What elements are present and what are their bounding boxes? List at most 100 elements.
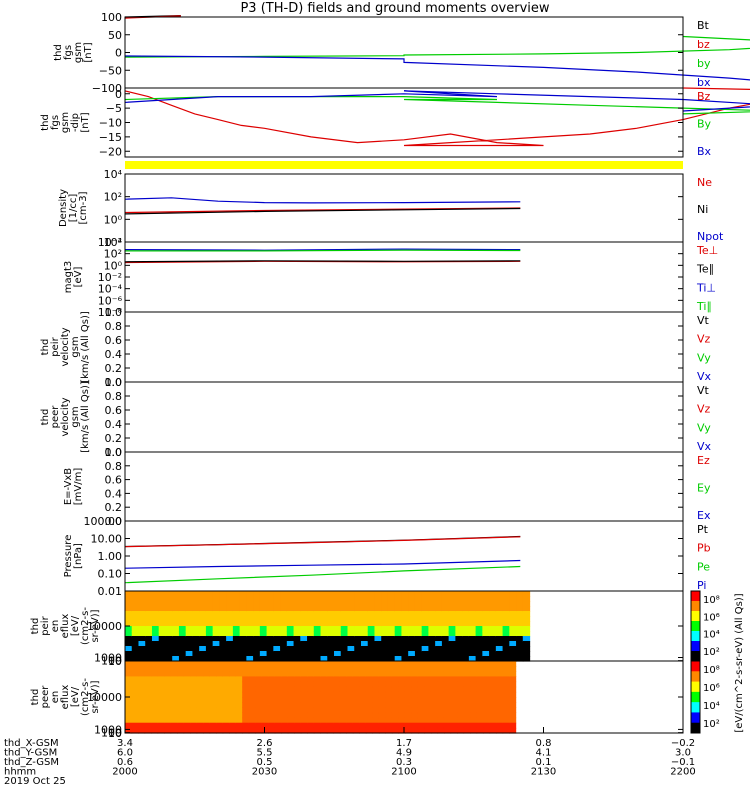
status-bar-yellow bbox=[125, 161, 683, 169]
peir_eflux-cell bbox=[138, 621, 146, 627]
peir_eflux-cell bbox=[340, 591, 349, 597]
peir_eflux-cell bbox=[354, 596, 362, 602]
peer_eflux-cell bbox=[203, 712, 211, 719]
peer_eflux-cell bbox=[476, 722, 484, 729]
peer_eflux-cell bbox=[496, 712, 504, 719]
peer_eflux-ytick-label: 1000 bbox=[94, 723, 122, 736]
plot-title: P3 (TH-D) fields and ground moments over… bbox=[240, 1, 550, 16]
peir_eflux-cell bbox=[165, 636, 173, 642]
peir_eflux-cell bbox=[307, 636, 315, 642]
peir_eflux-cell bbox=[232, 626, 241, 632]
peir_eflux-cell bbox=[259, 631, 268, 637]
density-ylabel: [1/cc] bbox=[68, 194, 79, 223]
peer_eflux-cell bbox=[164, 661, 172, 667]
temperature-series-3 bbox=[125, 249, 521, 252]
peer_eflux-cell bbox=[274, 707, 282, 714]
peir_eflux-cell bbox=[462, 611, 470, 617]
peer_velocity-ytick-label: 0.8 bbox=[105, 390, 123, 403]
peer_eflux-cell bbox=[164, 697, 172, 703]
peir_eflux-cell bbox=[125, 636, 133, 642]
peir_eflux-cell bbox=[165, 646, 173, 652]
peer_eflux-cell bbox=[125, 686, 133, 693]
peer_eflux-cell bbox=[170, 702, 178, 708]
peir_eflux-colorbar-tick: 10⁶ bbox=[703, 612, 720, 623]
peir_eflux-cell bbox=[307, 616, 315, 622]
peir_eflux-cell bbox=[226, 626, 234, 632]
peir_eflux-cell bbox=[516, 591, 524, 597]
peer_eflux-cell bbox=[346, 666, 354, 672]
peir_eflux-cell bbox=[273, 596, 281, 602]
peir_eflux-cell bbox=[387, 651, 396, 657]
peer_eflux-cell bbox=[476, 702, 484, 708]
peer_eflux-cell bbox=[489, 681, 497, 688]
peer_eflux-cell bbox=[450, 722, 458, 729]
peir_eflux-cell bbox=[165, 651, 173, 657]
peer_eflux-cell bbox=[131, 722, 139, 729]
peer_eflux-cell bbox=[268, 681, 276, 688]
peer_eflux-cell bbox=[203, 707, 211, 714]
fgs_gsm_dsl-legend-0: Bz bbox=[697, 90, 711, 103]
peer_eflux-cell bbox=[404, 722, 413, 729]
peir_eflux-cell bbox=[273, 631, 281, 637]
peer_eflux-cell bbox=[509, 697, 517, 703]
peer_eflux-cell bbox=[404, 661, 413, 667]
peir_eflux-cell bbox=[354, 641, 362, 647]
peer_eflux-cell bbox=[157, 717, 165, 724]
peer_eflux-cell bbox=[411, 717, 419, 724]
peer_eflux-cell bbox=[216, 717, 224, 724]
peer_eflux-cell bbox=[496, 676, 504, 683]
peir_eflux-cell bbox=[522, 596, 531, 602]
peer_eflux-cell bbox=[281, 712, 289, 719]
peer_eflux-cell bbox=[502, 681, 510, 688]
peir_eflux-cell bbox=[232, 591, 241, 597]
peir_eflux-cell bbox=[300, 631, 308, 637]
peer_eflux-cell bbox=[391, 702, 400, 708]
peer_velocity-legend-2: Vy bbox=[697, 421, 711, 434]
peer_eflux-cell bbox=[255, 671, 263, 678]
peir_eflux-cell bbox=[468, 651, 477, 657]
peir_eflux-cell bbox=[125, 591, 133, 597]
peir_eflux-cell bbox=[340, 616, 349, 622]
peir_eflux-cell bbox=[354, 656, 362, 662]
peir_eflux-cell bbox=[340, 656, 349, 662]
peer_eflux-cell bbox=[307, 666, 315, 672]
pressure-ytick-label: 1.00 bbox=[98, 550, 123, 563]
peer_eflux-cell bbox=[476, 717, 484, 724]
peir_eflux-cell bbox=[239, 591, 247, 597]
peer_eflux-cell bbox=[476, 686, 484, 693]
peer_velocity-ylabel: thd bbox=[40, 409, 51, 426]
peir_eflux-cell bbox=[273, 641, 281, 647]
peer_eflux-cell bbox=[450, 691, 458, 698]
peir_eflux-cell bbox=[172, 656, 180, 662]
peir_eflux-cell bbox=[360, 601, 369, 607]
peer_eflux-cell bbox=[359, 666, 367, 672]
peer_eflux-cell bbox=[502, 727, 510, 734]
peir_eflux-cell bbox=[226, 656, 234, 662]
peir_eflux-cell bbox=[226, 641, 234, 647]
fgs_gsm_dsl-ylabel: [nT] bbox=[80, 112, 91, 132]
peer_eflux-cell bbox=[398, 671, 406, 678]
fgs_gsm-ytick-label: −50 bbox=[99, 64, 122, 77]
peir_eflux-cell bbox=[509, 591, 517, 597]
peir_eflux-cell bbox=[125, 656, 133, 662]
peir_eflux-cell bbox=[219, 611, 227, 617]
peer_eflux-cell bbox=[457, 666, 465, 672]
peer_eflux-cell bbox=[125, 722, 133, 729]
peir_eflux-cell bbox=[435, 646, 443, 652]
peir_eflux-colorbar-seg bbox=[691, 611, 700, 622]
peer_eflux-cell bbox=[320, 661, 328, 667]
peer_velocity-legend-0: Vt bbox=[697, 384, 710, 397]
peir_eflux-cell bbox=[516, 606, 524, 612]
peir_eflux-cell bbox=[360, 636, 369, 642]
peir_eflux-cell bbox=[199, 616, 207, 622]
peer_eflux-cell bbox=[365, 681, 373, 688]
peer_eflux-cell bbox=[430, 681, 439, 688]
peer_eflux-cell bbox=[443, 717, 452, 724]
peer_eflux-cell bbox=[261, 702, 269, 708]
peir_eflux-cell bbox=[455, 596, 463, 602]
density-series-1 bbox=[124, 207, 521, 215]
peir_eflux-cell bbox=[145, 601, 153, 607]
peer_eflux-cell bbox=[287, 707, 295, 714]
peir_eflux-cell bbox=[387, 621, 396, 627]
peir_eflux-cell bbox=[165, 616, 173, 622]
